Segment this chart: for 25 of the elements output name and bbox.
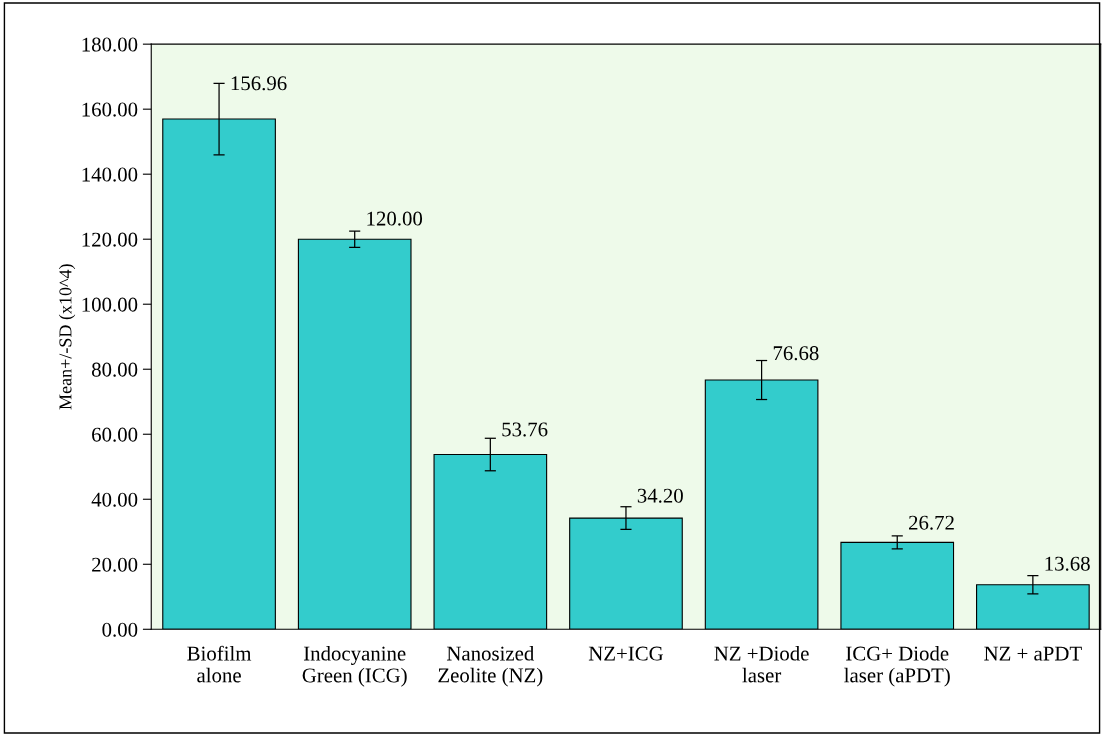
x-tick-label: NZ+ICG [588, 646, 664, 661]
x-tick-label: Biofilm alone [187, 645, 252, 683]
y-tick-label: 0.00 [102, 622, 138, 637]
data-label: 34.20 [637, 488, 683, 503]
y-tick-label: 120.00 [82, 232, 138, 247]
data-label: 26.72 [909, 515, 954, 530]
y-tick-label: 100.00 [82, 297, 138, 312]
x-tick-label: ICG+ Diode laser (aPDT) [844, 645, 950, 687]
y-tick-label: 40.00 [91, 492, 138, 507]
data-label: 156.96 [231, 76, 287, 91]
y-tick-label: 20.00 [92, 557, 138, 572]
x-tick-label: Indocyanine Green (ICG) [302, 645, 407, 687]
y-tick-label: 160.00 [82, 102, 138, 117]
data-label: 76.68 [773, 346, 819, 361]
y-tick-label: 140.00 [82, 167, 138, 182]
x-tick-label: Nanosized Zeolite (NZ) [438, 645, 543, 687]
data-label: 13.68 [1045, 556, 1090, 571]
x-tick-label: NZ +Diode laser [714, 645, 809, 683]
x-tick-label: NZ + aPDT [984, 646, 1082, 661]
y-axis-title: Mean+/-SD (x10^4) [58, 264, 76, 410]
y-tick-label: 60.00 [92, 427, 138, 442]
data-label: 53.76 [502, 422, 548, 437]
data-label: 120.00 [367, 211, 423, 226]
y-tick-label: 180.00 [82, 37, 138, 52]
y-tick-label: 80.00 [91, 362, 138, 377]
